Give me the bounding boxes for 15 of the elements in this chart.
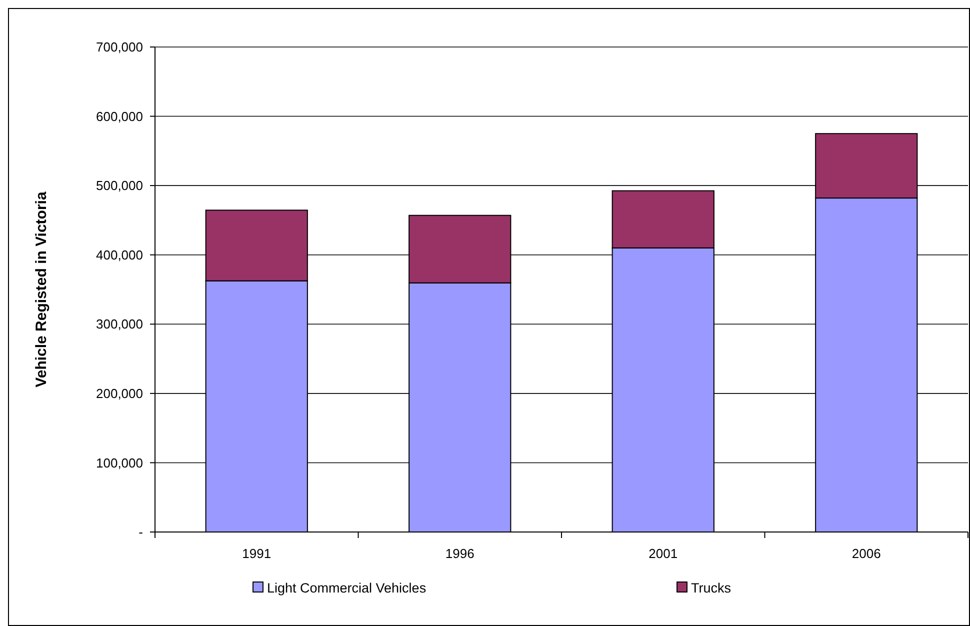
y-tick-label: 400,000 — [96, 247, 143, 262]
legend-label: Light Commercial Vehicles — [267, 580, 426, 596]
y-tick-label: - — [138, 524, 143, 540]
legend-label: Trucks — [691, 580, 732, 596]
x-tick-label: 1996 — [445, 546, 474, 561]
x-tick-label: 2006 — [852, 546, 881, 561]
x-tick-label: 1991 — [242, 546, 272, 561]
y-tick-label: 300,000 — [96, 316, 143, 332]
y-tick-label: 200,000 — [96, 386, 143, 401]
y-tick-label: 700,000 — [96, 40, 143, 55]
y-tick-label: 600,000 — [96, 108, 143, 124]
y-axis-title: Vehicle Registed in Victoria — [33, 191, 50, 388]
x-tick-label: 2001 — [648, 546, 678, 561]
y-tick-label: 500,000 — [96, 178, 143, 194]
y-tick-label: 100,000 — [96, 455, 143, 470]
